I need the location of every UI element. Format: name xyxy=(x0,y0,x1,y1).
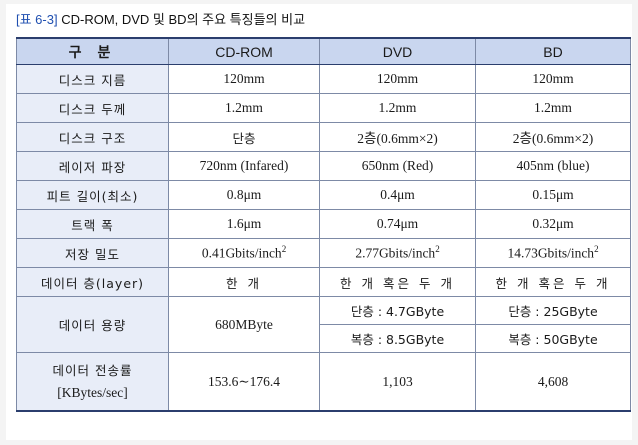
table-title: CD-ROM, DVD 및 BD의 주요 특징들의 비교 xyxy=(61,12,306,27)
row-pit-length: 피트 길이(최소) 0.8μm 0.4μm 0.15μm xyxy=(16,180,631,210)
cell-cdrom: 720nm (Infared) xyxy=(168,151,320,181)
row-label: 디스크 구조 xyxy=(16,122,169,152)
cell-cdrom: 153.6∼176.4 xyxy=(168,352,320,412)
row-disc-diameter: 디스크 지름 120mm 120mm 120mm xyxy=(16,64,631,94)
row-label: 데이터 전송률 [KBytes/sec] xyxy=(16,352,169,412)
row-label: 데이터 층(layer) xyxy=(16,267,169,297)
table-number: [표 6-3] xyxy=(16,12,58,27)
row-label: 저장 밀도 xyxy=(16,238,169,268)
cell-bd-dual: 복층 : 50GByte xyxy=(475,324,631,353)
row-data-capacity-dual: 복층 : 8.5GByte 복층 : 50GByte xyxy=(17,324,631,353)
document-page: [표 6-3] CD-ROM, DVD 및 BD의 주요 특징들의 비교 구 분… xyxy=(6,4,632,440)
exponent: 2 xyxy=(435,244,440,255)
row-storage-density: 저장 밀도 0.41Gbits/inch2 2.77Gbits/inch2 14… xyxy=(16,238,631,268)
cell-dvd: 650nm (Red) xyxy=(319,151,476,181)
density-value: 14.73Gbits/inch xyxy=(507,245,595,261)
cell-bd: 한 개 혹은 두 개 xyxy=(475,267,631,297)
row-disc-thickness: 디스크 두께 1.2mm 1.2mm 1.2mm xyxy=(16,93,631,123)
cell-dvd: 0.74μm xyxy=(319,209,476,239)
table-caption: [표 6-3] CD-ROM, DVD 및 BD의 주요 특징들의 비교 xyxy=(16,8,305,32)
row-data-layer: 데이터 층(layer) 한 개 한 개 혹은 두 개 한 개 혹은 두 개 xyxy=(16,267,631,297)
row-disc-structure: 디스크 구조 단층 2층(0.6mm×2) 2층(0.6mm×2) xyxy=(16,122,631,152)
header-row: 구 분 CD-ROM DVD BD xyxy=(16,37,631,65)
cell-bd: 0.32μm xyxy=(475,209,631,239)
cell-dvd: 0.4μm xyxy=(319,180,476,210)
header-bd: BD xyxy=(475,37,631,65)
cell-bd: 405nm (blue) xyxy=(475,151,631,181)
row-label: 트랙 폭 xyxy=(16,209,169,239)
row-data-capacity: 데이터 용량 680MByte 단층 : 4.7GByte 단층 : 25GBy… xyxy=(16,296,631,353)
cell-dvd-dual: 복층 : 8.5GByte xyxy=(319,324,476,353)
cell-cdrom: 1.2mm xyxy=(168,93,320,123)
row-transfer-rate: 데이터 전송률 [KBytes/sec] 153.6∼176.4 1,103 4,… xyxy=(16,352,631,412)
cell-bd: 0.15μm xyxy=(475,180,631,210)
header-dvd: DVD xyxy=(319,37,476,65)
cell-bd: 120mm xyxy=(475,64,631,94)
cell-dvd: 2층(0.6mm×2) xyxy=(319,122,476,152)
row-label: 피트 길이(최소) xyxy=(16,180,169,210)
cell-cdrom: 단층 xyxy=(168,122,320,152)
cell-cdrom: 0.41Gbits/inch2 xyxy=(168,238,320,268)
cell-bd: 4,608 xyxy=(475,352,631,412)
row-label: 레이저 파장 xyxy=(16,151,169,181)
header-category: 구 분 xyxy=(16,37,169,65)
row-track-pitch: 트랙 폭 1.6μm 0.74μm 0.32μm xyxy=(16,209,631,239)
row-label-line2: [KBytes/sec] xyxy=(57,384,128,400)
cell-bd: 1.2mm xyxy=(475,93,631,123)
cell-cdrom: 1.6μm xyxy=(168,209,320,239)
cell-dvd: 120mm xyxy=(319,64,476,94)
cell-bd: 2층(0.6mm×2) xyxy=(475,122,631,152)
density-value: 2.77Gbits/inch xyxy=(355,245,436,261)
row-laser-wavelength: 레이저 파장 720nm (Infared) 650nm (Red) 405nm… xyxy=(16,151,631,181)
cell-cdrom: 120mm xyxy=(168,64,320,94)
cell-dvd-single: 단층 : 4.7GByte xyxy=(319,296,476,325)
cell-dvd: 1.2mm xyxy=(319,93,476,123)
density-value: 0.41Gbits/inch xyxy=(201,245,282,261)
exponent: 2 xyxy=(594,244,599,255)
header-cdrom: CD-ROM xyxy=(168,37,320,65)
comparison-table: 구 분 CD-ROM DVD BD 디스크 지름 120mm 120mm 120… xyxy=(16,37,631,412)
cell-cdrom: 680MByte xyxy=(168,296,320,353)
row-label-line1: 데이터 전송률 xyxy=(52,362,133,378)
exponent: 2 xyxy=(281,244,287,255)
cell-bd: 14.73Gbits/inch2 xyxy=(475,238,631,268)
cell-dvd: 한 개 혹은 두 개 xyxy=(319,267,476,297)
cell-cdrom: 한 개 xyxy=(168,267,320,297)
cell-cdrom: 0.8μm xyxy=(168,180,320,210)
cell-bd-single: 단층 : 25GByte xyxy=(475,296,631,325)
row-label: 데이터 용량 xyxy=(16,296,169,353)
row-label: 디스크 지름 xyxy=(16,64,169,94)
cell-dvd: 2.77Gbits/inch2 xyxy=(319,238,476,268)
row-label: 디스크 두께 xyxy=(16,93,169,123)
cell-dvd: 1,103 xyxy=(319,352,476,412)
